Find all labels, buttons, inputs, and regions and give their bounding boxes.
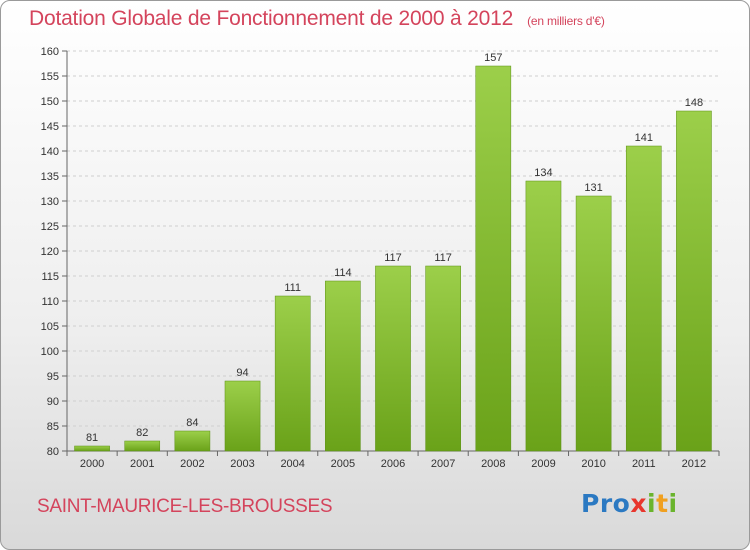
bar-2010: [575, 195, 612, 452]
y-tick-label: 110: [41, 296, 59, 308]
y-tick-label: 130: [41, 196, 59, 208]
bar-2008: [475, 65, 512, 452]
logo-letter: P: [581, 489, 600, 518]
bar-2000: [74, 445, 110, 452]
bar-2009: [525, 180, 562, 452]
chart-unit: (en milliers d'€): [527, 14, 605, 28]
bar-2004: [274, 295, 311, 452]
data-label-2004: 111: [284, 282, 301, 294]
data-label-2009: 134: [534, 167, 552, 179]
bar-2003: [224, 380, 261, 452]
y-tick-label: 135: [41, 171, 59, 183]
logo-letter: o: [612, 489, 631, 518]
data-label-2006: 117: [384, 252, 402, 264]
y-tick-label: 145: [41, 121, 59, 133]
logo-letter: r: [599, 489, 613, 518]
x-tick-label-2005: 2005: [331, 458, 355, 470]
data-label-2007: 117: [434, 252, 452, 264]
labels: 81 82 84 94 111 114 117 117 157 134 131 141 148: [86, 52, 703, 444]
x-tick-label-2007: 2007: [431, 458, 455, 470]
x-tick-label-2008: 2008: [481, 458, 505, 470]
y-tick-label: 160: [41, 46, 59, 58]
y-tick-label: 90: [47, 396, 59, 408]
y-tick-label: 115: [41, 271, 59, 283]
y-tick-label: 155: [41, 71, 59, 83]
y-tick-label: 100: [41, 346, 59, 358]
chart-title-text: Dotation Globale de Fonctionnement de 20…: [29, 7, 514, 30]
data-label-2003: 94: [236, 367, 248, 379]
logo-letter: i: [647, 489, 657, 518]
bar-2002: [174, 430, 211, 452]
x-tick-label-2000: 2000: [80, 458, 104, 470]
data-label-2001: 82: [136, 427, 148, 439]
x-tick-label-2012: 2012: [682, 458, 706, 470]
x-tick-label-2003: 2003: [230, 458, 254, 470]
y-tick-label: 105: [41, 321, 59, 333]
y-tick-label: 150: [41, 96, 59, 108]
x-tick-label-2002: 2002: [180, 458, 204, 470]
data-label-2011: 141: [635, 132, 653, 144]
x-tick-label-2009: 2009: [531, 458, 555, 470]
chart-title: Dotation Globale de Fonctionnement de 20…: [29, 7, 605, 31]
data-label-2008: 157: [484, 52, 502, 64]
data-label-2005: 114: [334, 267, 352, 279]
data-label-2000: 81: [86, 432, 98, 444]
x-tick-label-2004: 2004: [280, 458, 304, 470]
x-tick-label-2011: 2011: [632, 458, 656, 470]
bar-2012: [676, 110, 712, 452]
y-tick-label: 95: [47, 371, 59, 383]
data-label-2002: 84: [186, 417, 198, 429]
x-tick-label-2010: 2010: [581, 458, 605, 470]
logo-letter: i: [668, 489, 678, 518]
logo-letter: x: [630, 489, 647, 518]
bar-2007: [425, 265, 461, 452]
logo-letter: t: [656, 489, 669, 518]
bars: [74, 65, 712, 452]
y-tick-label: 85: [47, 421, 59, 433]
bar-2001: [124, 440, 161, 452]
y-tick-label: 120: [41, 246, 59, 258]
x-tick-label-2006: 2006: [381, 458, 405, 470]
commune-name: SAINT-MAURICE-LES-BROUSSES: [37, 496, 333, 517]
data-label-2010: 131: [584, 182, 602, 194]
bar-2006: [375, 265, 411, 452]
y-tick-label: 80: [47, 446, 59, 458]
y-tick-label: 125: [41, 221, 59, 233]
x-tick-label-2001: 2001: [130, 458, 154, 470]
bar-2005: [325, 280, 361, 452]
data-label-2012: 148: [685, 97, 703, 109]
proxiti-logo: Proxiti: [581, 489, 678, 518]
y-tick-label: 140: [41, 146, 59, 158]
bar-2011: [625, 145, 662, 452]
